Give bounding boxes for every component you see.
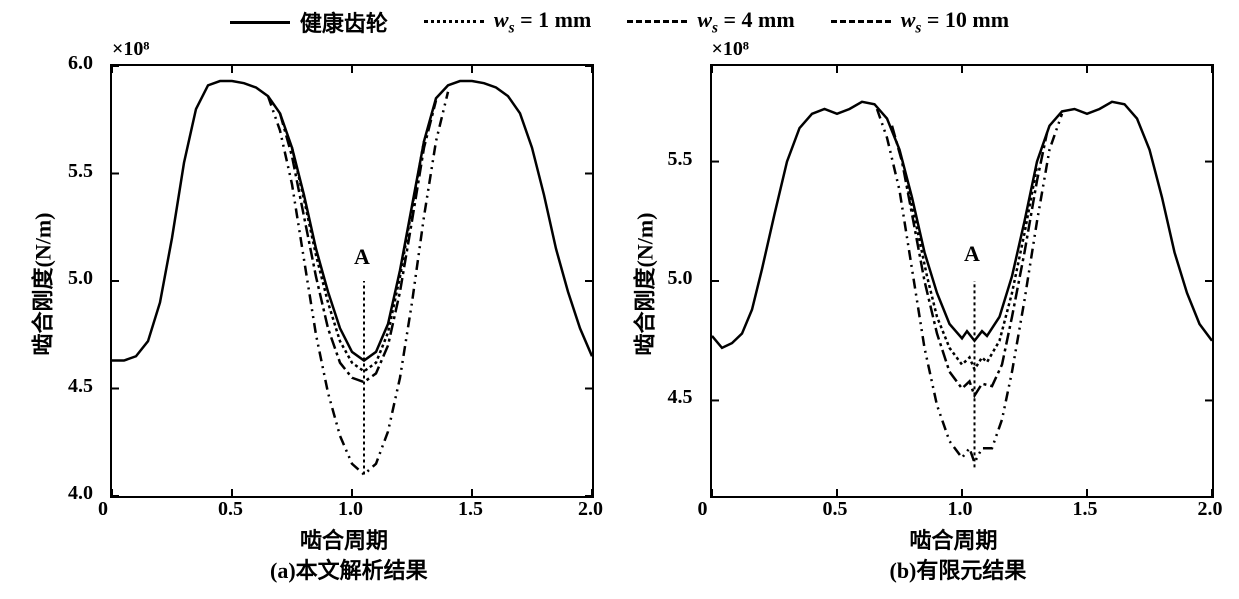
panel-b-exp-label: ×10⁸ bbox=[712, 38, 749, 61]
legend-label-ws4: ws = 4 mm bbox=[697, 7, 794, 37]
series-solid bbox=[712, 102, 1212, 348]
panel-a-ylabel: 啮合刚度(N/m) bbox=[25, 213, 57, 356]
legend-swatch-healthy bbox=[230, 21, 290, 24]
legend-item-ws1: ws = 1 mm bbox=[424, 7, 591, 37]
xtick-label: 2.0 bbox=[578, 498, 603, 521]
legend-item-healthy: 健康齿轮 bbox=[230, 6, 388, 38]
xtick-label: 1.5 bbox=[458, 498, 483, 521]
series-solid bbox=[112, 81, 592, 361]
panel-b-plot bbox=[710, 64, 1214, 498]
legend-swatch-ws1 bbox=[424, 20, 484, 23]
panel-b-ylabel: 啮合刚度(N/m) bbox=[627, 213, 659, 356]
ytick-label: 5.5 bbox=[68, 160, 93, 183]
ytick-label: 5.0 bbox=[668, 267, 693, 290]
legend-label-ws1: ws = 1 mm bbox=[494, 7, 591, 37]
xtick-label: 1.0 bbox=[338, 498, 363, 521]
panel-a-exp-label: ×10⁸ bbox=[112, 38, 149, 61]
legend-item-ws10: ws = 10 mm bbox=[831, 7, 1009, 37]
ytick-label: 4.5 bbox=[68, 375, 93, 398]
xtick-label: 1.0 bbox=[948, 498, 973, 521]
series-10mm bbox=[268, 92, 448, 475]
legend-swatch-ws4 bbox=[627, 20, 687, 23]
annotation-A: A bbox=[354, 244, 370, 270]
panel-b-subtitle: (b)有限元结果 bbox=[890, 553, 1027, 585]
xtick-label: 0 bbox=[698, 498, 708, 521]
annotation-A: A bbox=[964, 241, 980, 267]
legend-label-ws10: ws = 10 mm bbox=[901, 7, 1009, 37]
ytick-label: 5.0 bbox=[68, 267, 93, 290]
panel-a-subtitle: (a)本文解析结果 bbox=[270, 553, 428, 585]
legend: 健康齿轮 ws = 1 mm ws = 4 mm ws = 10 mm bbox=[0, 6, 1239, 38]
panel-a: ×10⁸ 啮合刚度(N/m) 啮合周期 (a)本文解析结果 0 0.5 1.0 1.5… bbox=[0, 38, 620, 598]
ytick-label: 4.0 bbox=[68, 482, 93, 505]
panel-a-xlabel: 啮合周期 bbox=[300, 523, 388, 555]
figure: 健康齿轮 ws = 1 mm ws = 4 mm ws = 10 mm ×10⁸… bbox=[0, 0, 1239, 599]
xtick-label: 1.5 bbox=[1073, 498, 1098, 521]
panels: ×10⁸ 啮合刚度(N/m) 啮合周期 (a)本文解析结果 0 0.5 1.0 1.5… bbox=[0, 38, 1239, 598]
series-10mm bbox=[877, 109, 1062, 463]
xtick-label: 2.0 bbox=[1198, 498, 1223, 521]
panel-a-plot bbox=[110, 64, 594, 498]
xtick-label: 0.5 bbox=[218, 498, 243, 521]
panel-b: ×10⁸ 啮合刚度(N/m) 啮合周期 (b)有限元结果 0 0.5 1.0 1.5 2… bbox=[620, 38, 1239, 598]
panel-b-xlabel: 啮合周期 bbox=[910, 523, 998, 555]
xtick-label: 0.5 bbox=[823, 498, 848, 521]
legend-swatch-ws10 bbox=[831, 20, 891, 23]
legend-item-ws4: ws = 4 mm bbox=[627, 7, 794, 37]
ytick-label: 4.5 bbox=[668, 386, 693, 409]
xtick-label: 0 bbox=[98, 498, 108, 521]
ytick-label: 6.0 bbox=[68, 52, 93, 75]
legend-label-healthy: 健康齿轮 bbox=[300, 6, 388, 38]
ytick-label: 5.5 bbox=[668, 148, 693, 171]
series-4mm bbox=[280, 100, 436, 382]
